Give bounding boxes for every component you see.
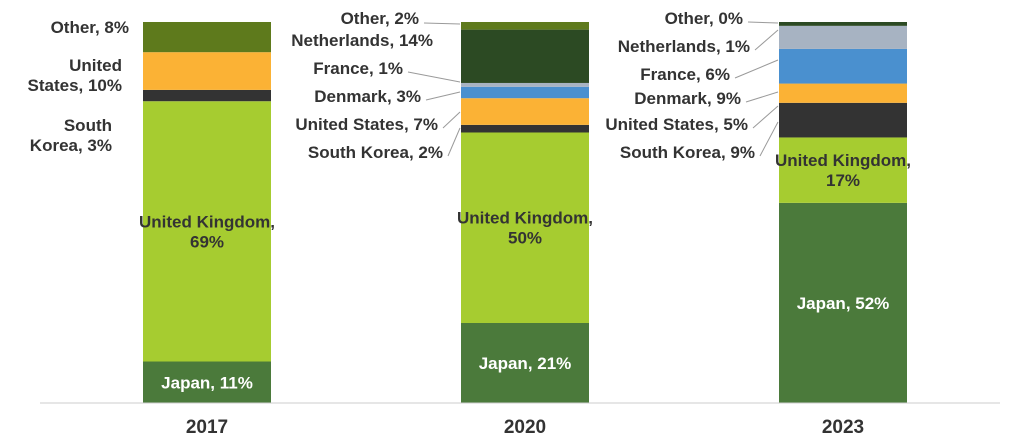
bar-japan-2020	[461, 322, 589, 403]
bar-denmark-2020	[461, 86, 589, 99]
bar-united-kingdom-2023	[779, 137, 907, 203]
leader-netherlands-2023	[754, 29, 779, 51]
leader-denmark-2023	[745, 91, 779, 103]
label-other-2020: Other, 2%	[341, 9, 419, 28]
bar-netherlands-2023	[779, 22, 907, 26]
bars-layer	[143, 22, 907, 403]
label-united-states-2023: United States, 5%	[605, 115, 748, 134]
bar-netherlands-2020	[461, 29, 589, 83]
label-france-2020: France, 1%	[313, 59, 403, 78]
x-tick-2023: 2023	[822, 417, 864, 438]
leader-other-2020	[423, 22, 461, 25]
bar-united-states-2023	[779, 83, 907, 103]
label-united-kingdom-2023: United Kingdom, 17%	[775, 151, 911, 190]
leader-lines-layer	[407, 21, 779, 157]
label-japan-2023: Japan, 52%	[797, 294, 890, 313]
label-other-2017: Other, 8%	[51, 18, 129, 37]
bar-south-korea-2020	[461, 124, 589, 133]
leader-denmark-2020	[425, 91, 461, 101]
label-other-2023: Other, 0%	[665, 9, 743, 28]
label-united-kingdom-2020: United Kingdom, 50%	[457, 209, 593, 248]
label-japan-2020: Japan, 21%	[479, 354, 572, 373]
bar-denmark-2023	[779, 48, 907, 84]
label-denmark-2023: Denmark, 9%	[634, 89, 741, 108]
leader-united-states-2023	[752, 105, 779, 129]
bar-other-2017	[143, 22, 271, 53]
bar-south-korea-2023	[779, 102, 907, 138]
label-south-korea-2023: South Korea, 9%	[620, 143, 755, 162]
data-labels-layer: Japan, 11% United Kingdom, 69% South Korea, …	[28, 9, 911, 392]
bar-france-2023	[779, 25, 907, 49]
label-netherlands-2023: Netherlands, 1%	[618, 37, 750, 56]
bar-united-kingdom-2020	[461, 132, 589, 323]
x-axis-ticks: 2017 2020 2023	[186, 417, 864, 438]
bar-france-2020	[461, 82, 589, 87]
label-united-kingdom-2017: United Kingdom, 69%	[139, 212, 275, 251]
label-netherlands-2020: Netherlands, 14%	[291, 31, 433, 50]
label-south-korea-2020: South Korea, 2%	[308, 143, 443, 162]
bar-other-2020	[461, 22, 589, 30]
leader-france-2020	[407, 71, 461, 83]
leader-south-korea-2023	[759, 121, 779, 157]
x-tick-2017: 2017	[186, 417, 228, 438]
leader-other-2023	[747, 21, 779, 24]
x-tick-2020: 2020	[504, 417, 546, 438]
bar-united-states-2020	[461, 98, 589, 125]
bar-united-kingdom-2017	[143, 101, 271, 362]
label-united-states-2020: United States, 7%	[295, 115, 438, 134]
label-denmark-2020: Denmark, 3%	[314, 87, 421, 106]
label-japan-2017: Japan, 11%	[161, 373, 253, 392]
leader-united-states-2020	[442, 111, 461, 129]
label-south-korea-2017: South Korea, 3%	[30, 116, 112, 155]
leader-south-korea-2020	[447, 127, 461, 157]
label-united-states-2017: United States, 10%	[28, 56, 123, 95]
bar-japan-2017	[143, 361, 271, 403]
bar-united-states-2017	[143, 52, 271, 90]
bar-south-korea-2017	[143, 89, 271, 102]
leader-france-2023	[734, 59, 779, 79]
bar-japan-2023	[779, 202, 907, 403]
label-france-2023: France, 6%	[640, 65, 730, 84]
